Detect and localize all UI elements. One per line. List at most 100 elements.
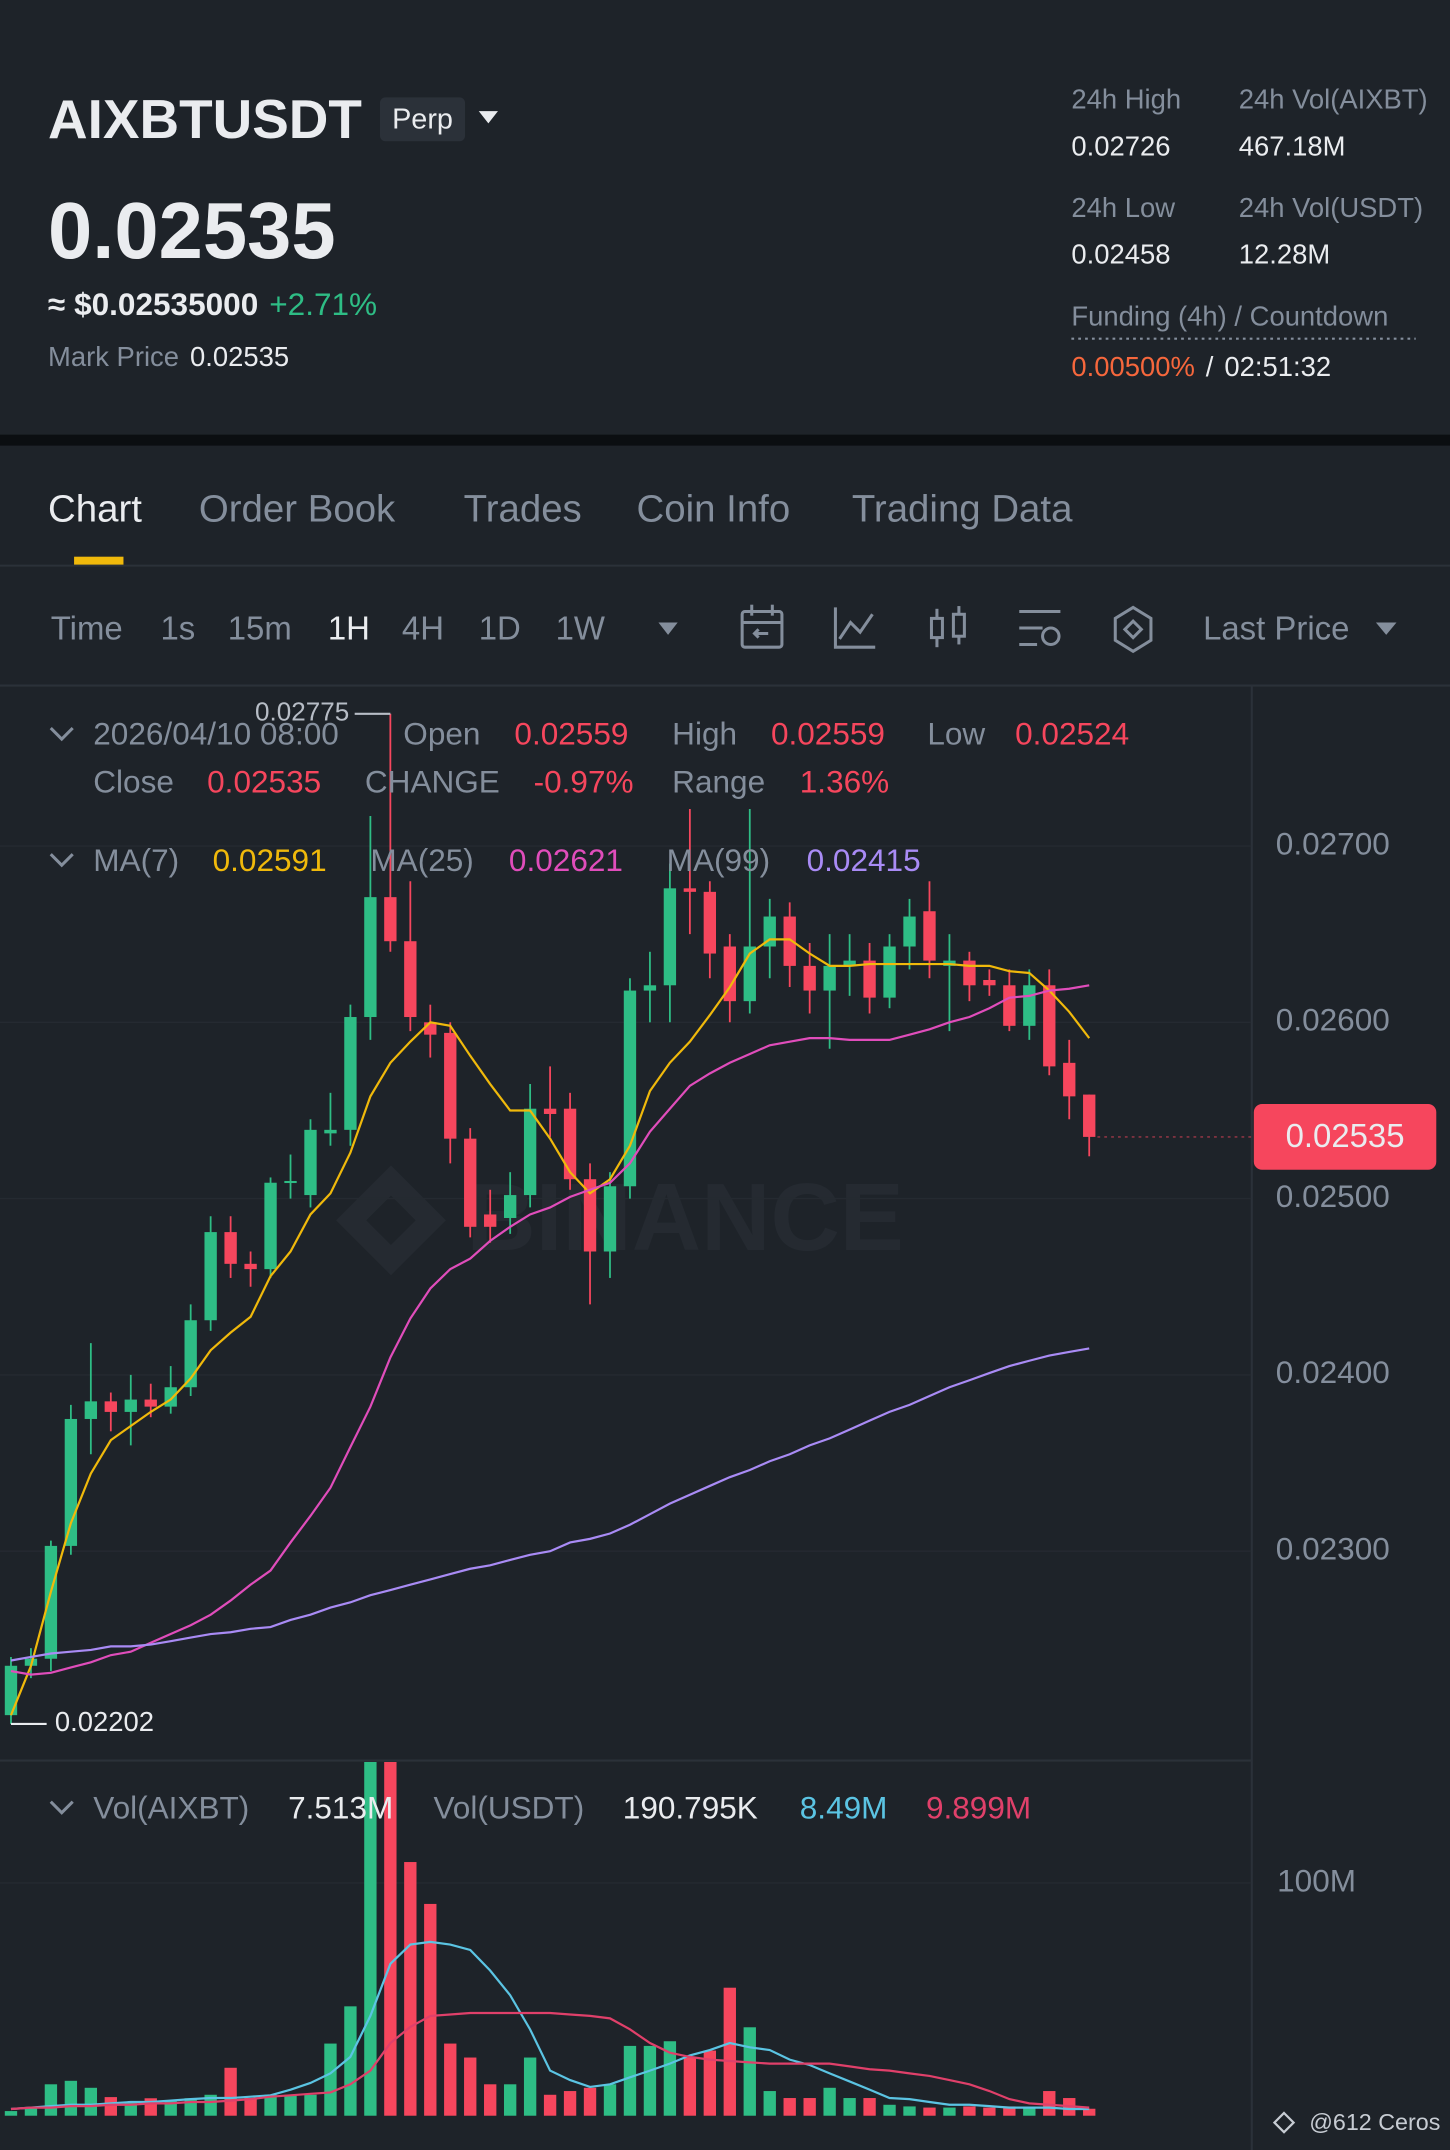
candle-body xyxy=(144,1399,157,1407)
candle-body xyxy=(4,1665,18,1716)
volume-bar xyxy=(64,2080,78,2116)
candle-body xyxy=(1063,1062,1076,1097)
volume-bar xyxy=(723,1987,736,2116)
candle-body xyxy=(104,1401,117,1412)
candle-body xyxy=(444,1032,457,1139)
watermark-text: BINANCE xyxy=(466,1164,903,1271)
candle-body xyxy=(284,1180,297,1184)
funding-line: 0.00500% / 02:51:32 xyxy=(1071,351,1331,382)
info-value: 0.02535 xyxy=(207,764,321,800)
vol-value: 7.513M xyxy=(288,1789,393,1825)
candle-body xyxy=(304,1129,317,1196)
info-label: Range xyxy=(672,764,765,800)
candle-body xyxy=(603,1186,617,1252)
price-pane xyxy=(0,713,1252,1724)
collapse-icon[interactable] xyxy=(49,853,74,868)
settings-icon[interactable] xyxy=(1019,610,1061,646)
tab[interactable]: Order Book xyxy=(199,488,396,531)
candle-body xyxy=(244,1263,257,1270)
candle-type-icon[interactable] xyxy=(929,606,966,648)
y-tick-label: 0.02400 xyxy=(1276,1354,1390,1390)
collapse-icon[interactable] xyxy=(49,1800,74,1815)
badge: Perp xyxy=(392,103,453,135)
candle-body xyxy=(124,1399,137,1412)
info-value: 1.36% xyxy=(800,764,889,800)
price-type-dropdown[interactable] xyxy=(1375,622,1397,635)
candle-body xyxy=(344,1017,357,1130)
symbol[interactable]: AIXBTUSDT xyxy=(48,88,362,150)
candle-body xyxy=(983,979,996,986)
symbol-dropdown[interactable] xyxy=(478,111,498,124)
candle-body xyxy=(863,960,876,998)
candle-body xyxy=(783,916,796,966)
volume-bar xyxy=(763,2091,776,2116)
price-type[interactable]: Last Price xyxy=(1203,609,1349,646)
interval[interactable]: 1D xyxy=(479,609,521,646)
price-line: ≈ $0.02535000 +2.71% xyxy=(48,286,377,322)
info-label: Open xyxy=(403,716,480,752)
ma-line xyxy=(10,1347,1090,1662)
footer-logo xyxy=(1272,2111,1296,2134)
candle-body xyxy=(823,965,836,991)
candle-body xyxy=(703,891,717,954)
ma-value: 0.02591 xyxy=(213,842,327,878)
stat-value: 0.02726 xyxy=(1071,130,1170,161)
tab-indicator xyxy=(74,556,124,565)
interval-active[interactable]: 1H xyxy=(328,609,370,646)
funding-label[interactable]: Funding (4h) / Countdown xyxy=(1071,300,1388,331)
calendar-icon[interactable] xyxy=(740,604,784,649)
ma-line xyxy=(9,938,1091,1716)
volume-bar xyxy=(583,2087,597,2116)
section-divider xyxy=(0,434,1450,446)
stat-value: 0.02458 xyxy=(1071,239,1170,270)
interval[interactable]: 1s xyxy=(161,609,196,646)
volume-bar xyxy=(104,2097,117,2116)
info-value: 0.02524 xyxy=(1015,716,1129,752)
volume-bar xyxy=(623,2045,637,2116)
volume-bar xyxy=(4,2111,18,2116)
vol-label: Vol(AIXBT) xyxy=(93,1789,249,1825)
funding-countdown: 02:51:32 xyxy=(1224,351,1331,382)
interval[interactable]: 1W xyxy=(556,609,605,646)
vol-ma-line xyxy=(10,2011,1090,2111)
volume-bar xyxy=(84,2087,98,2116)
tab[interactable]: Trading Data xyxy=(852,488,1073,531)
y-tick-label: 0.02500 xyxy=(1276,1178,1390,1214)
candle-body xyxy=(663,888,677,986)
collapse-icon[interactable] xyxy=(49,727,74,742)
interval[interactable]: 15m xyxy=(228,609,292,646)
vol-ma-value: 9.899M xyxy=(926,1789,1031,1825)
volume-bar xyxy=(444,2043,457,2116)
stat-label: 24h Low xyxy=(1071,192,1175,223)
candle-body xyxy=(523,1108,537,1196)
volume-bar xyxy=(683,2057,697,2116)
price-change: +2.71% xyxy=(269,286,377,322)
low-marker-label: 0.02202 xyxy=(55,1706,154,1737)
volume-bar xyxy=(843,2098,856,2116)
overlay: 2026/04/10 08:00 Open 0.02559 High 0.025… xyxy=(10,697,1440,2135)
tab[interactable]: Trades xyxy=(464,488,582,531)
high-marker-label: 0.02775 xyxy=(255,697,349,727)
tab-active[interactable]: Chart xyxy=(48,488,142,531)
candle-date: 2026/04/10 08:00 xyxy=(93,716,339,752)
info-value: 0.02559 xyxy=(771,716,885,752)
candle-body xyxy=(903,916,916,947)
volume-bar xyxy=(404,1862,417,2116)
tab[interactable]: Coin Info xyxy=(637,488,791,531)
volume-bar xyxy=(344,2006,357,2116)
candle-body xyxy=(883,946,896,998)
info-label: CHANGE xyxy=(365,764,500,800)
interval[interactable]: 4H xyxy=(402,609,444,646)
candle-body xyxy=(583,1179,597,1252)
volume-bar xyxy=(424,1903,437,2116)
volume-bar xyxy=(204,2094,217,2116)
candle-body xyxy=(923,911,936,961)
volume-bar xyxy=(603,2084,617,2116)
volume-bar xyxy=(943,2107,956,2116)
candle-body xyxy=(723,946,736,1002)
interval[interactable]: Time xyxy=(51,609,123,646)
depth-icon[interactable] xyxy=(1113,605,1153,654)
indicator-icon[interactable] xyxy=(833,607,876,649)
interval-dropdown[interactable] xyxy=(658,622,678,635)
candle-body xyxy=(264,1182,277,1270)
